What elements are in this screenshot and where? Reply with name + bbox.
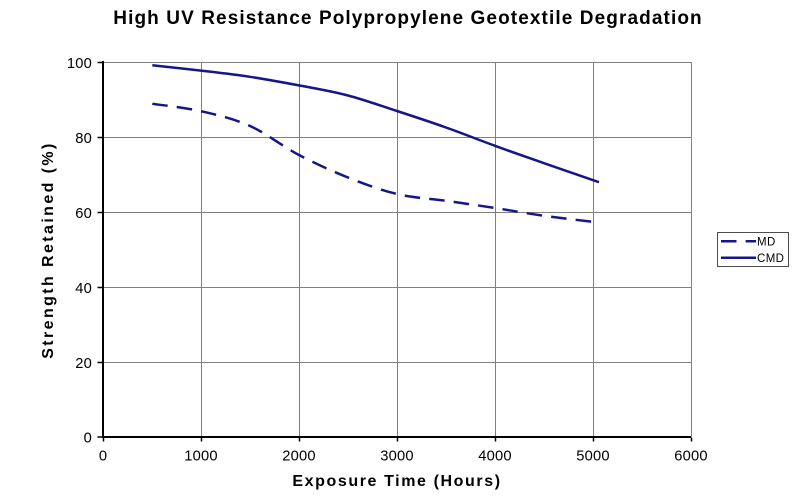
svg-text:3000: 3000 <box>380 449 413 465</box>
svg-text:CMD: CMD <box>757 253 784 265</box>
svg-text:0: 0 <box>84 430 92 446</box>
svg-text:80: 80 <box>75 131 92 147</box>
svg-text:4000: 4000 <box>478 449 511 465</box>
svg-text:60: 60 <box>75 206 92 222</box>
svg-text:20: 20 <box>75 356 92 372</box>
svg-text:1000: 1000 <box>184 449 217 465</box>
svg-text:Strength Retained (%): Strength Retained (%) <box>40 141 57 359</box>
svg-text:40: 40 <box>75 281 92 297</box>
svg-text:6000: 6000 <box>674 449 707 465</box>
svg-text:0: 0 <box>99 449 107 465</box>
svg-text:MD: MD <box>757 237 776 249</box>
svg-text:2000: 2000 <box>282 449 315 465</box>
svg-text:High UV Resistance Polypropyle: High UV Resistance Polypropylene Geotext… <box>113 8 702 29</box>
svg-text:5000: 5000 <box>576 449 609 465</box>
svg-text:100: 100 <box>67 56 92 72</box>
svg-text:Exposure Time (Hours): Exposure Time (Hours) <box>292 473 501 490</box>
